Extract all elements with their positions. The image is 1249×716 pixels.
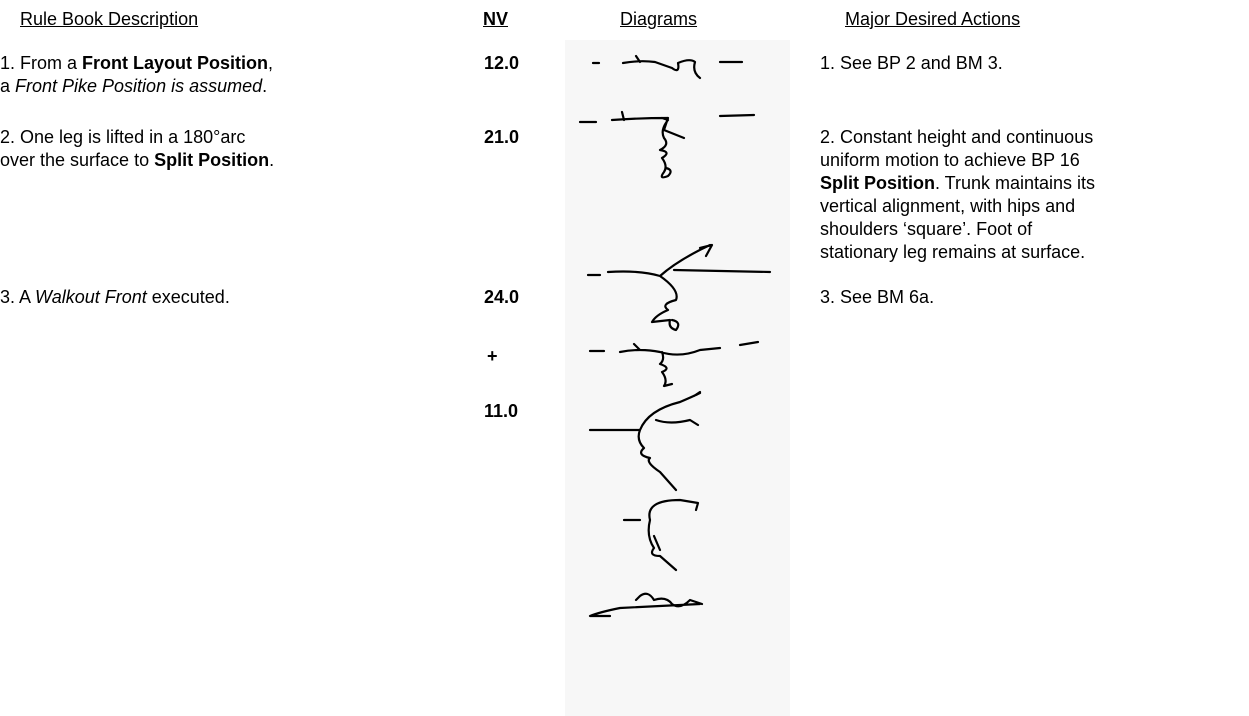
- description-text: .: [262, 76, 268, 96]
- header-diagrams: Diagrams: [620, 9, 698, 29]
- description-text: 2. One leg is lifted in a 180°arc: [0, 127, 246, 147]
- description-text: executed.: [146, 287, 230, 307]
- action-text: shoulders ‘square’. Foot of: [820, 219, 1033, 239]
- description-text: Split Position: [154, 150, 270, 170]
- nv-value: 12.0: [484, 53, 520, 73]
- action-line: stationary leg remains at surface.: [820, 241, 1085, 263]
- action-text: Split Position: [820, 173, 935, 193]
- action-text: 1. See BP 2 and BM 3.: [820, 53, 1003, 73]
- nv-additional: 11.0: [484, 401, 519, 421]
- description-text: Front Pike Position is assumed: [15, 76, 263, 96]
- action-text: . Trunk maintains its: [935, 173, 1096, 193]
- description-line: 3. A Walkout Front executed.: [0, 286, 230, 308]
- action-line: 3. See BM 6a.: [820, 286, 934, 308]
- description-line: a Front Pike Position is assumed.: [0, 75, 267, 97]
- header-actions: Major Desired Actions: [845, 9, 1021, 29]
- action-line: 2. Constant height and continuous: [820, 126, 1093, 148]
- action-line: shoulders ‘square’. Foot of: [820, 218, 1032, 240]
- description-line: 1. From a Front Layout Position,: [0, 52, 273, 74]
- nv-additional: +: [487, 346, 498, 366]
- description-line: 2. One leg is lifted in a 180°arc: [0, 126, 245, 148]
- description-text: a: [0, 76, 16, 96]
- diagram-column: [565, 40, 790, 716]
- action-line: 1. See BP 2 and BM 3.: [820, 52, 1003, 74]
- action-line: uniform motion to achieve BP 16: [820, 149, 1080, 171]
- description-text: over the surface to: [0, 150, 155, 170]
- action-text: vertical alignment, with hips and: [820, 196, 1076, 216]
- action-text: 2. Constant height and continuous: [820, 127, 1094, 147]
- description-text: 1. From a: [0, 53, 83, 73]
- description-text: Walkout Front: [35, 287, 147, 307]
- description-line: over the surface to Split Position.: [0, 149, 274, 171]
- header-description: Rule Book Description: [20, 9, 199, 29]
- description-text: .: [269, 150, 275, 170]
- description-text: Front Layout Position: [82, 53, 269, 73]
- action-text: 3. See BM 6a.: [820, 287, 935, 307]
- header-nv: NV: [483, 9, 509, 29]
- description-text: 3. A: [0, 287, 36, 307]
- nv-value: 24.0: [484, 287, 520, 307]
- action-line: vertical alignment, with hips and: [820, 195, 1075, 217]
- nv-value: 21.0: [484, 127, 520, 147]
- action-line: Split Position. Trunk maintains its: [820, 172, 1095, 194]
- action-text: uniform motion to achieve BP 16: [820, 150, 1080, 170]
- description-text: ,: [268, 53, 274, 73]
- action-text: stationary leg remains at surface.: [820, 242, 1086, 262]
- diagram-figures: [578, 54, 772, 618]
